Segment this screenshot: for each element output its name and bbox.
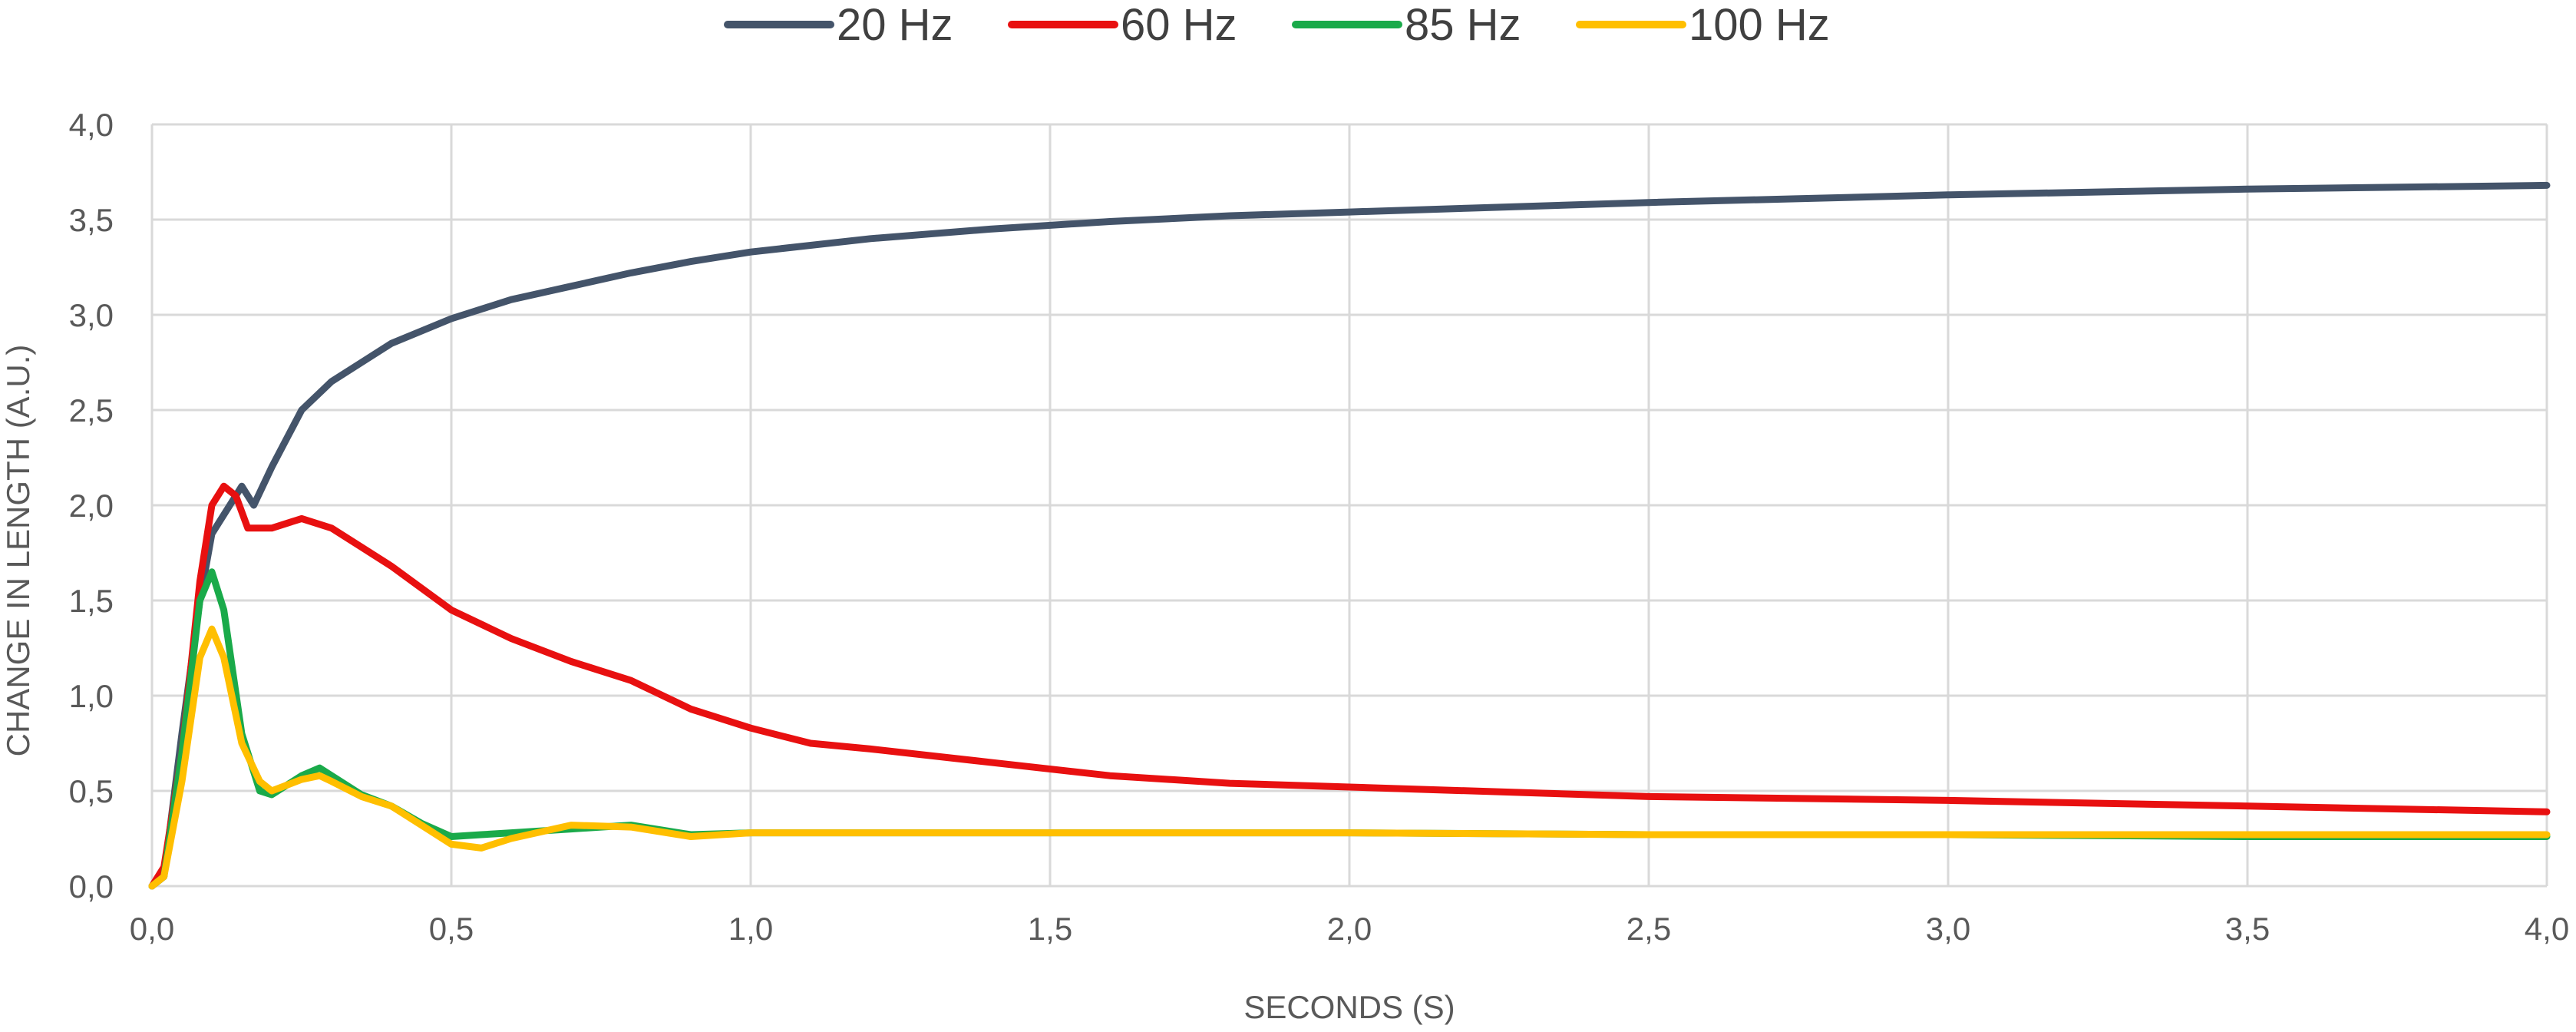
x-tick-label: 4,0 [2525,911,2569,947]
x-tick-label: 0,0 [130,911,174,947]
y-axis-ticks: 0,0 0,5 1,0 1,5 2,0 2,5 3,0 3,5 4,0 [69,107,114,905]
y-axis-title: CHANGE IN LENGTH (A.U.) [0,345,36,757]
y-tick-label: 3,0 [69,297,114,333]
x-tick-label: 3,0 [1926,911,1970,947]
x-tick-label: 1,5 [1028,911,1072,947]
y-tick-label: 0,5 [69,773,114,809]
x-tick-label: 1,0 [728,911,773,947]
legend-label-20-hz: 20 Hz [837,0,953,50]
y-tick-label: 0,0 [69,868,114,905]
y-tick-label: 2,5 [69,392,114,428]
x-axis-title: SECONDS (S) [1243,989,1455,1025]
series-line-60-hz [148,482,2551,890]
x-tick-label: 0,5 [429,911,474,947]
y-tick-label: 1,0 [69,678,114,714]
x-tick-label: 2,0 [1327,911,1372,947]
series-line-100-hz [148,625,2551,890]
legend-label-100-hz: 100 Hz [1689,0,1830,50]
legend-label-60-hz: 60 Hz [1121,0,1237,50]
y-tick-label: 3,5 [69,202,114,238]
legend: 20 Hz 60 Hz 85 Hz 100 Hz [724,0,1830,50]
x-axis-ticks: 0,0 0,5 1,0 1,5 2,0 2,5 3,0 3,5 4,0 [130,911,2569,947]
legend-label-85-hz: 85 Hz [1405,0,1521,50]
series-lines [148,181,2551,890]
series-line-20-hz [148,181,2551,890]
y-tick-label: 1,5 [69,583,114,619]
x-tick-label: 2,5 [1627,911,1671,947]
x-tick-label: 3,5 [2225,911,2270,947]
y-tick-label: 4,0 [69,107,114,143]
y-tick-label: 2,0 [69,488,114,524]
